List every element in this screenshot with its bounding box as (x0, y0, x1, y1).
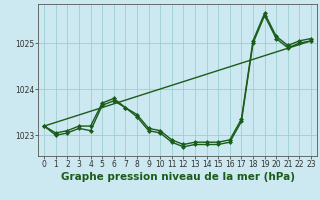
X-axis label: Graphe pression niveau de la mer (hPa): Graphe pression niveau de la mer (hPa) (60, 172, 295, 182)
